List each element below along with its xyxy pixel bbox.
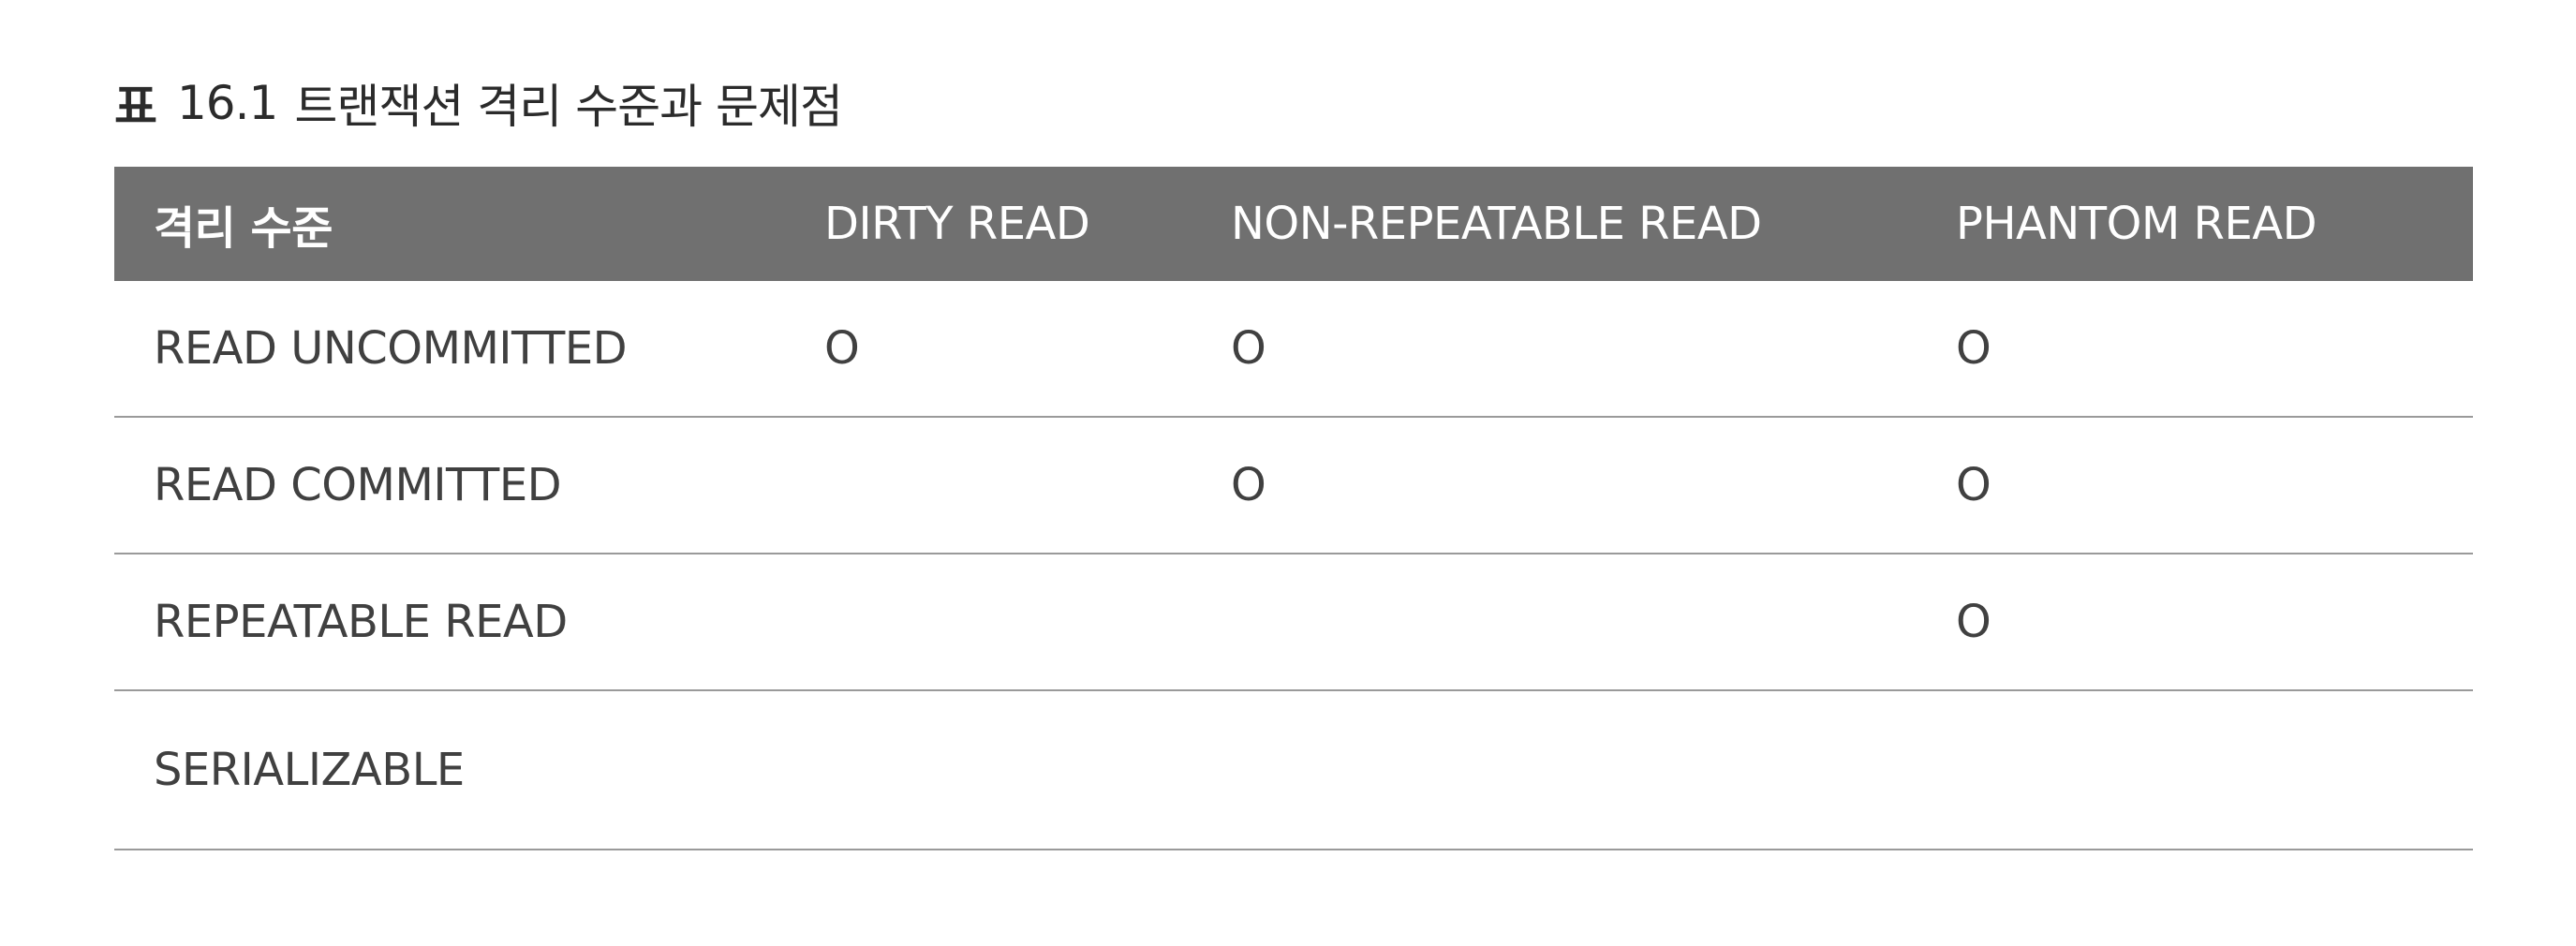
dirty-read-mark: O	[824, 322, 860, 375]
caption-number: 16.1	[177, 76, 278, 130]
header-phantom-read: PHANTOM READ	[1956, 198, 2317, 250]
table-row: REPEATABLE READ O	[114, 554, 2473, 691]
table-row: READ UNCOMMITTED O O O	[114, 281, 2473, 418]
phantom-read-mark: O	[1956, 459, 1991, 511]
header-non-repeatable-read: NON-REPEATABLE READ	[1231, 198, 1762, 250]
phantom-read-mark: O	[1956, 322, 1991, 375]
table-row: SERIALIZABLE	[114, 691, 2473, 850]
phantom-read-mark: O	[1956, 596, 1991, 648]
row-level-name: SERIALIZABLE	[154, 744, 465, 796]
header-isolation-level: 격리 수준	[154, 202, 333, 255]
caption-title: 트랜잭션 격리 수준과 문제점	[294, 80, 843, 134]
header-dirty-read: DIRTY READ	[824, 198, 1090, 250]
isolation-level-table: 격리 수준 DIRTY READ NON-REPEATABLE READ PHA…	[114, 167, 2473, 850]
non-repeatable-read-mark: O	[1231, 322, 1266, 375]
row-level-name: READ UNCOMMITTED	[154, 322, 628, 375]
row-level-name: REPEATABLE READ	[154, 596, 568, 648]
non-repeatable-read-mark: O	[1231, 459, 1266, 511]
table-row: READ COMMITTED O O	[114, 418, 2473, 554]
caption-label: 표	[114, 80, 157, 134]
row-level-name: READ COMMITTED	[154, 459, 562, 511]
table-header-row: 격리 수준 DIRTY READ NON-REPEATABLE READ PHA…	[114, 167, 2473, 281]
table-caption: 표 16.1 트랜잭션 격리 수준과 문제점	[114, 66, 843, 140]
